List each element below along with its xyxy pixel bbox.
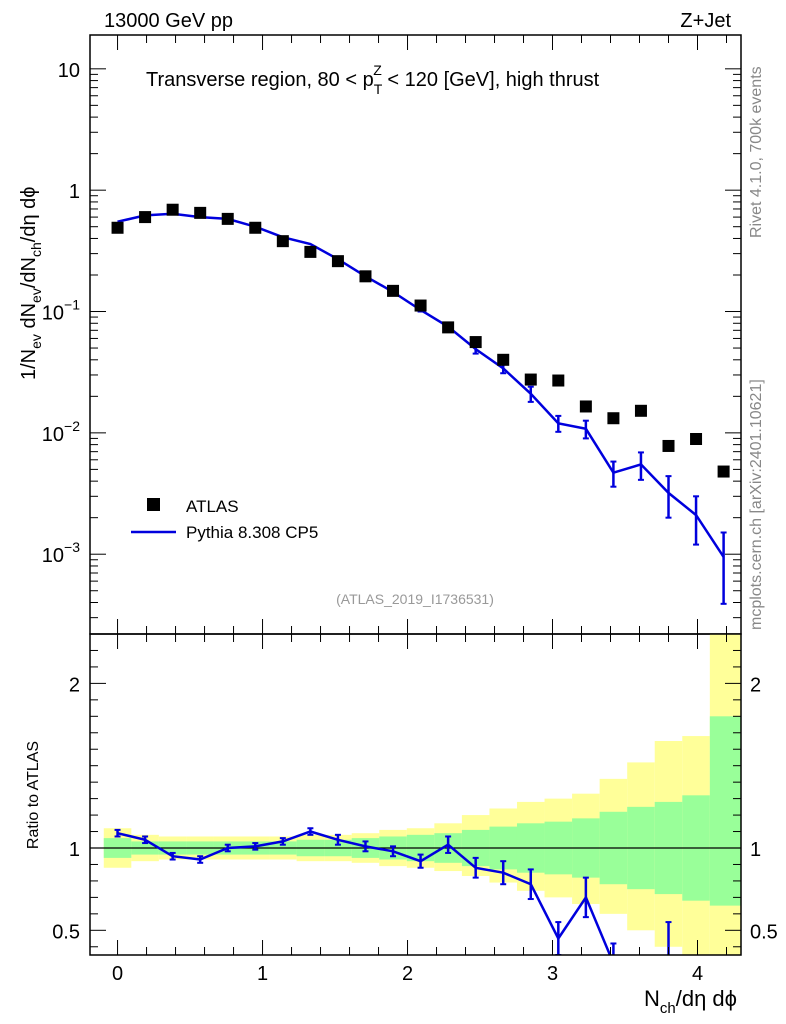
- atlas-data-point: [442, 321, 455, 334]
- x-axis-label: Nch/dη dϕ: [644, 986, 737, 1017]
- ratio-y-tick-label-left: 1: [69, 839, 80, 861]
- main-plot-frame: [89, 34, 742, 635]
- y-tick-label: 10−1: [42, 297, 80, 325]
- legend-marker-atlas: [147, 498, 160, 511]
- atlas-data-point: [634, 404, 647, 417]
- mcplots-label: mcplots.cern.ch [arXiv:2401.10621]: [748, 379, 765, 630]
- xlabel-a-sub: ch: [660, 1000, 676, 1017]
- x-tick-labels: 0 1 2 3 4: [112, 963, 703, 985]
- main-plot-marks: [111, 203, 730, 605]
- ylabel-a: 1/N: [18, 349, 40, 380]
- y-tick-label-exponent: −3: [64, 539, 80, 555]
- ratio-y-tick-label-left: 0.5: [52, 921, 80, 943]
- atlas-data-point: [221, 212, 234, 225]
- ylabel-a-sub: ev: [28, 334, 44, 349]
- x-tick-label: 1: [257, 963, 268, 985]
- atlas-data-point: [359, 270, 372, 283]
- rivet-version-label: Rivet 4.1.0, 700k events: [748, 66, 765, 238]
- plot-title: Transverse region, 80 < pTZ < 120 [GeV],…: [146, 62, 600, 97]
- legend-label-pythia: Pythia 8.308 CP5: [186, 523, 318, 542]
- analysis-id-label: (ATLAS_2019_I1736531): [336, 591, 494, 607]
- ylabel-d: /dη dϕ: [18, 187, 40, 243]
- ratio-y-tick-label-left: 2: [69, 674, 80, 696]
- atlas-data-point: [469, 336, 482, 349]
- title-post: < 120 [GeV], high thrust: [382, 69, 600, 91]
- atlas-data-point: [139, 211, 152, 224]
- ylabel-c-sub: ch: [28, 242, 44, 257]
- xlabel-a: N: [644, 986, 660, 1011]
- atlas-data-point: [524, 373, 537, 386]
- ylabel-b-sub: ev: [28, 288, 44, 303]
- ratio-y-tick-label-right: 2: [750, 674, 761, 696]
- atlas-data-point: [552, 374, 565, 387]
- atlas-data-point: [331, 255, 344, 268]
- x-tick-label: 3: [547, 963, 558, 985]
- atlas-data-point: [387, 284, 400, 297]
- ratio-y-tick-label-right: 0.5: [750, 921, 778, 943]
- atlas-data-point: [579, 400, 592, 413]
- y-tick-label: 10: [58, 60, 80, 82]
- atlas-data-point: [194, 206, 207, 219]
- y-tick-label-base: 10: [42, 303, 64, 325]
- title-pre: Transverse region, 80 < p: [146, 69, 374, 91]
- y-tick-label: 10−3: [42, 539, 80, 567]
- y-tick-label: 10−2: [42, 418, 80, 446]
- y-tick-label-base: 10: [42, 424, 64, 446]
- atlas-data-point: [690, 433, 703, 446]
- atlas-data-point: [166, 203, 179, 216]
- y-tick-label: 1: [69, 181, 80, 203]
- xlabel-b: /dη dϕ: [676, 986, 737, 1011]
- ratio-plot-frame: [89, 633, 742, 956]
- atlas-data-point: [607, 412, 620, 425]
- ratio-band-inner: [709, 716, 741, 906]
- legend: ATLAS Pythia 8.308 CP5: [131, 497, 318, 542]
- energy-label: 13000 GeV pp: [104, 10, 233, 32]
- x-tick-label: 4: [692, 963, 703, 985]
- ratio-panel: 2 2 1 1 0.5 0.5 Ratio to ATLAS: [25, 633, 778, 956]
- main-y-axis-label: 1/Nev dNev/dNch/dη dϕ: [18, 187, 44, 380]
- atlas-data-point: [662, 439, 675, 452]
- ratio-y-tick-label-right: 1: [750, 839, 761, 861]
- ylabel-c: /dN: [18, 257, 40, 288]
- ratio-series-group: [114, 827, 672, 955]
- process-label: Z+Jet: [680, 10, 731, 32]
- ylabel-b: dN: [18, 303, 40, 334]
- title-sub: T: [374, 81, 383, 97]
- x-tick-label: 2: [402, 963, 413, 985]
- atlas-data-point: [304, 245, 317, 258]
- y-tick-label-exponent: −2: [64, 418, 80, 434]
- ratio-plot-marks: [90, 634, 741, 955]
- atlas-data-point: [497, 353, 510, 366]
- title-sup: Z: [373, 62, 382, 78]
- y-tick-label-base: 10: [42, 545, 64, 567]
- atlas-data-point: [249, 221, 262, 234]
- atlas-data-point: [276, 235, 289, 248]
- atlas-data-point: [717, 465, 730, 478]
- y-tick-label-exponent: −1: [64, 297, 80, 313]
- legend-label-atlas: ATLAS: [186, 497, 239, 516]
- atlas-data-point: [111, 221, 124, 234]
- x-tick-label: 0: [112, 963, 123, 985]
- ratio-axes: 2 2 1 1 0.5 0.5: [52, 634, 778, 955]
- atlas-data-point: [414, 299, 427, 312]
- ratio-y-axis-label: Ratio to ATLAS: [25, 741, 42, 849]
